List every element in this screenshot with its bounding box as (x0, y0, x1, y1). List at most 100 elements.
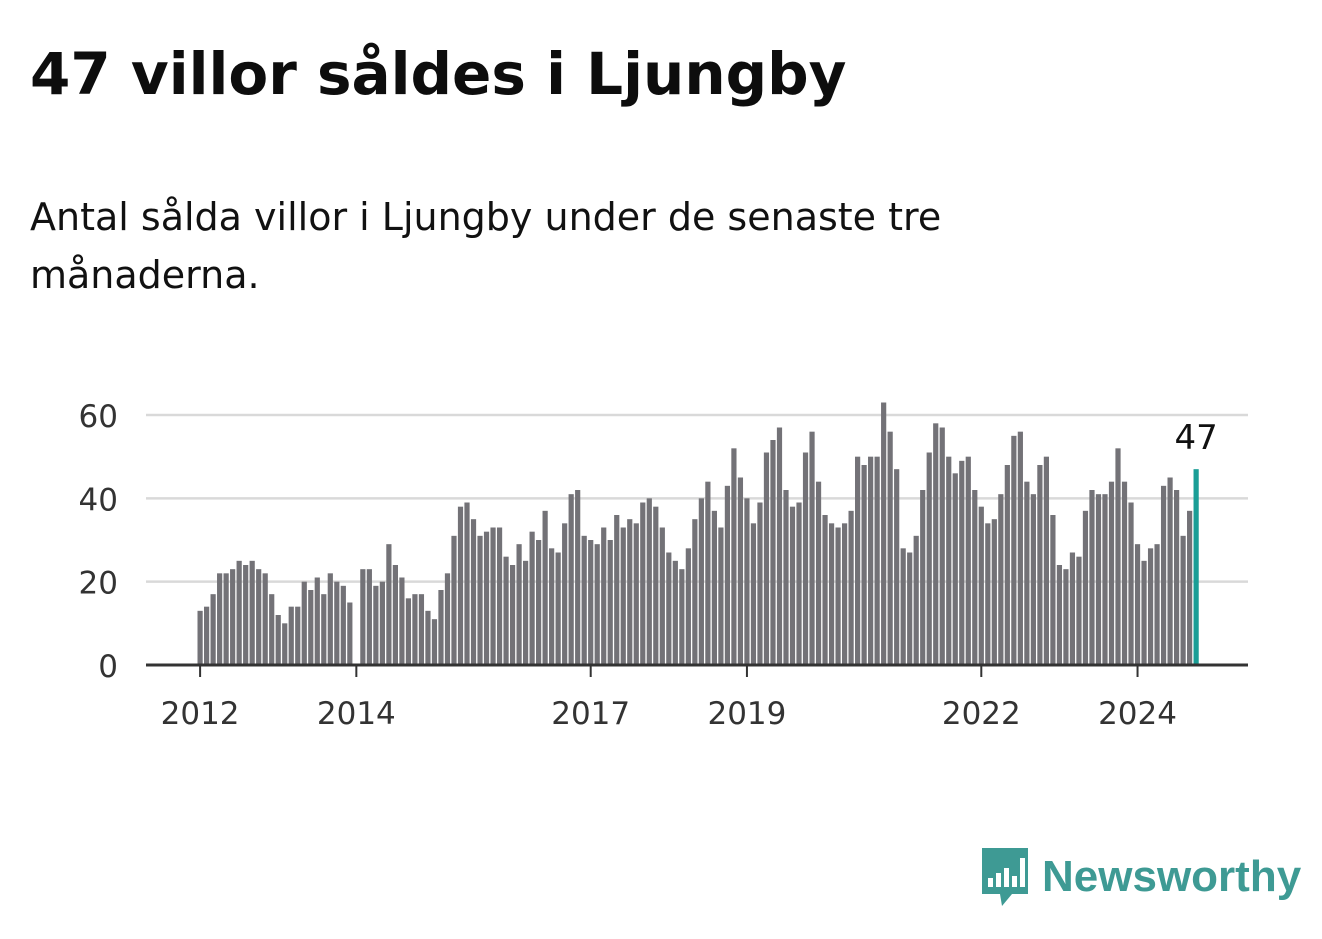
x-tick-label: 2017 (551, 696, 630, 732)
bar (711, 510, 717, 665)
bar (744, 498, 750, 665)
bar (1024, 481, 1030, 665)
bar (366, 569, 372, 665)
bar (594, 544, 600, 665)
bar (646, 498, 652, 665)
bar (288, 606, 294, 665)
bar (920, 490, 926, 665)
bar (978, 506, 984, 665)
bar (672, 560, 678, 665)
bar (1004, 465, 1010, 665)
bar (614, 515, 620, 665)
bar (757, 502, 763, 665)
bar (301, 581, 307, 665)
bar (405, 598, 412, 665)
bar (783, 490, 789, 665)
bar (855, 456, 861, 665)
bar (562, 523, 568, 665)
bar (679, 569, 685, 665)
bar (529, 531, 535, 665)
bar (835, 527, 841, 665)
bar (210, 594, 216, 665)
bar (236, 560, 242, 665)
bar (464, 502, 470, 665)
bars (197, 402, 1199, 665)
bar (776, 427, 783, 665)
bar (1050, 515, 1056, 665)
bar (1121, 481, 1128, 665)
bar (399, 577, 405, 665)
x-axis: 2012 2014 2017 2019 2022 2024 (146, 663, 1248, 732)
bar (881, 402, 887, 665)
bar (861, 465, 867, 665)
annotations: 47 (1174, 418, 1217, 458)
bar (965, 456, 971, 665)
bar (685, 548, 691, 665)
bar (392, 565, 398, 665)
bar (444, 573, 451, 665)
bar-highlight (1193, 469, 1199, 665)
bar (731, 448, 737, 665)
bar (633, 523, 639, 665)
bar (627, 519, 633, 665)
bar (295, 606, 301, 665)
y-tick-label: 40 (79, 482, 118, 518)
bar (802, 452, 809, 665)
bar (815, 481, 822, 665)
bar (692, 519, 698, 665)
bar (718, 527, 724, 665)
bar (868, 456, 874, 665)
x-tick-label: 2019 (707, 696, 786, 732)
bar (373, 585, 379, 665)
bar (1030, 494, 1036, 665)
bar (607, 540, 613, 665)
bar (483, 531, 490, 665)
bar (223, 573, 229, 665)
bar (438, 590, 444, 665)
bar (724, 485, 731, 665)
bar (347, 602, 353, 665)
page-subtitle: Antal sålda villor i Ljungby under de se… (30, 195, 942, 297)
bar (822, 515, 828, 665)
bar (308, 590, 314, 665)
bar (926, 452, 932, 665)
bar (1056, 565, 1063, 665)
bar (542, 510, 548, 665)
bar (197, 610, 203, 665)
bar (737, 477, 744, 665)
brand-logo: Newsworthy (980, 846, 1301, 908)
bar (1011, 435, 1017, 665)
bar (1128, 502, 1134, 665)
x-tick-label: 2022 (942, 696, 1021, 732)
bar (536, 540, 542, 665)
bar (1174, 490, 1180, 665)
bar (1108, 481, 1115, 665)
bar (262, 573, 268, 665)
bar (913, 535, 919, 665)
y-tick-label: 20 (79, 566, 118, 602)
bar (848, 510, 854, 665)
bar (698, 498, 704, 665)
bar (256, 569, 262, 665)
bar (705, 481, 711, 665)
bar (620, 527, 626, 665)
bar (327, 573, 333, 665)
bar (217, 573, 223, 665)
bar (998, 494, 1004, 665)
bar (933, 423, 939, 665)
bar (1095, 494, 1102, 665)
bar (470, 519, 477, 665)
bar (314, 577, 320, 665)
brand-name: Newsworthy (1042, 852, 1302, 901)
bar (282, 623, 288, 665)
bar (588, 540, 594, 665)
bar (939, 427, 945, 665)
bar (946, 456, 952, 665)
bar (1037, 465, 1043, 665)
bar (1141, 560, 1147, 665)
bar (1134, 544, 1141, 665)
bar (360, 569, 366, 665)
bar (243, 565, 249, 665)
bar (1076, 556, 1082, 665)
